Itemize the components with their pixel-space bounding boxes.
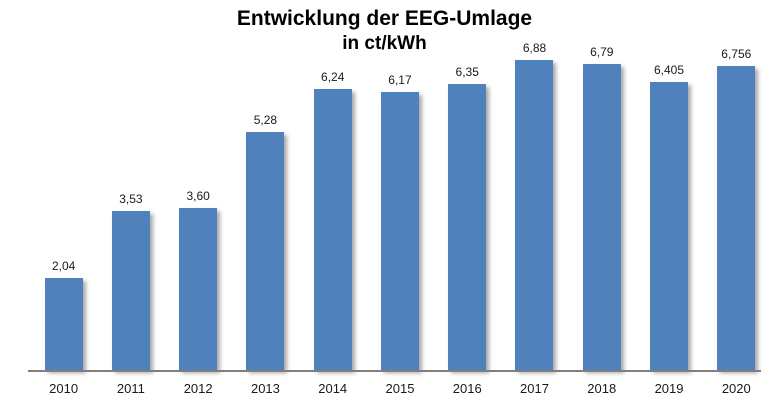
bar[interactable] (179, 208, 218, 370)
plot-area: 2,04 3,53 3,60 5,28 6,24 6,17 6,35 6,88 … (30, 0, 769, 370)
x-tick-label: 2010 (49, 381, 79, 396)
x-axis-tick-labels: 2010 2011 2012 2013 2014 2015 2016 2017 … (30, 381, 769, 396)
bar-group: 2,04 (30, 0, 97, 370)
bar-group: 3,53 (97, 0, 164, 370)
x-tick-label: 2011 (116, 381, 145, 396)
bar-value-label: 6,17 (388, 73, 412, 87)
bar-value-label: 3,60 (186, 189, 210, 203)
x-tick-label: 2013 (250, 381, 280, 396)
bar-group: 6,17 (366, 0, 433, 370)
bar-group: 5,28 (232, 0, 299, 370)
bar-group: 6,35 (434, 0, 501, 370)
x-tick-label: 2018 (587, 381, 617, 396)
bar-group: 6,756 (703, 0, 769, 370)
bar-value-label: 3,53 (119, 192, 143, 206)
bar[interactable] (44, 278, 83, 370)
x-axis-line (28, 370, 761, 372)
bar-value-label: 6,405 (654, 63, 685, 77)
bar-group: 6,79 (568, 0, 635, 370)
x-tick-label: 2019 (654, 381, 684, 396)
bar-value-label: 6,756 (721, 47, 752, 61)
bar-value-label: 6,24 (321, 70, 345, 84)
x-tick-label: 2014 (318, 381, 348, 396)
bar-group: 6,88 (501, 0, 568, 370)
bar[interactable] (717, 66, 756, 370)
x-tick-label: 2015 (385, 381, 415, 396)
bar[interactable] (111, 211, 150, 370)
bar-value-label: 6,35 (455, 65, 479, 79)
bar[interactable] (313, 89, 352, 370)
bar-group: 6,405 (635, 0, 702, 370)
bar-value-label: 5,28 (253, 113, 278, 127)
bar[interactable] (246, 132, 285, 370)
bar-value-label: 6,79 (590, 45, 614, 59)
x-tick-label: 2017 (520, 381, 549, 396)
x-tick-label: 2016 (452, 381, 482, 396)
x-tick-label: 2020 (721, 381, 751, 396)
x-tick-label: 2012 (183, 381, 213, 396)
bar[interactable] (650, 82, 689, 370)
bar-value-label: 2,04 (51, 259, 76, 273)
bar-group: 6,24 (299, 0, 366, 370)
bar[interactable] (582, 64, 621, 370)
bar[interactable] (380, 92, 419, 370)
bar-value-label: 6,88 (522, 41, 547, 55)
bar-group: 3,60 (165, 0, 232, 370)
bar[interactable] (515, 60, 554, 370)
bar[interactable] (448, 84, 487, 370)
